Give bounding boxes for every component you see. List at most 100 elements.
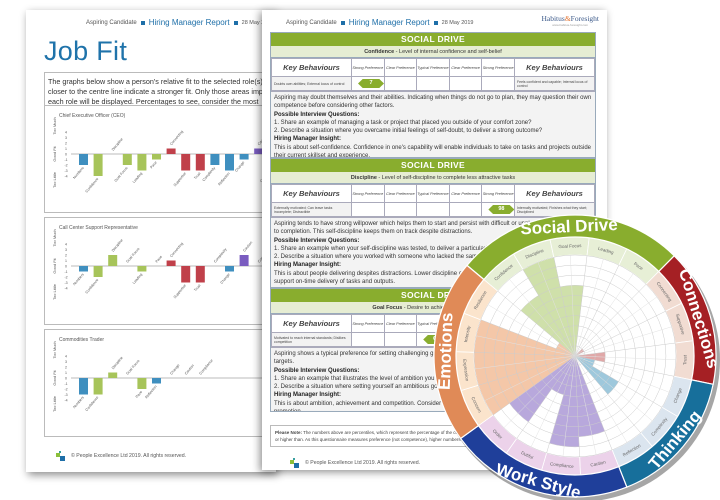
brand-name-b: Foresight	[570, 14, 599, 23]
y-axis-label: Too Little	[52, 283, 57, 300]
chart-title: Chief Executive Officer (CEO)	[59, 113, 126, 119]
trait-name: Goal Focus	[372, 305, 403, 311]
bar	[79, 378, 88, 395]
grid-spoke	[474, 352, 576, 357]
grid-spoke	[487, 304, 576, 357]
category-label: Caution	[184, 364, 195, 376]
insight-text: This is about people delivering despites…	[274, 270, 572, 286]
y-tick: -2	[64, 276, 67, 280]
interview-question: 2. Describe a situation where you worked…	[274, 254, 531, 261]
bar	[79, 266, 88, 272]
bar	[181, 154, 191, 171]
y-axis-label: Too Much	[52, 341, 57, 358]
page-title: Job Fit	[44, 36, 128, 66]
summary-text: Aspiring tends to have strong willpower …	[274, 221, 586, 236]
grid-spoke	[492, 355, 576, 416]
y-tick: 3	[65, 360, 67, 364]
y-tick: 0	[65, 377, 67, 381]
grid-spoke	[516, 355, 576, 439]
grid-ring	[534, 315, 616, 397]
facet-score-wedge	[556, 343, 575, 356]
y-tick: 1	[65, 259, 67, 263]
facet-label: Goal Focus	[558, 243, 582, 249]
grid-ring	[504, 285, 646, 427]
facet-score-wedge	[575, 356, 605, 437]
grid-spoke	[574, 273, 634, 357]
bar	[239, 255, 249, 266]
section-body: Aspiring may doubt themselves and their …	[271, 91, 595, 157]
insight-heading: Hiring Manager Insight:	[274, 262, 342, 269]
grid-spoke	[570, 255, 576, 357]
facet-label: Expression	[462, 359, 470, 382]
bar	[152, 378, 161, 384]
brand-amp: &	[564, 14, 571, 23]
bar	[166, 260, 176, 266]
grid-spoke	[574, 355, 670, 393]
y-tick: 3	[65, 248, 67, 252]
category-label: Pace	[149, 161, 157, 170]
group-label: Emotions	[435, 312, 457, 390]
grid-spoke	[574, 326, 672, 357]
grid-spoke	[574, 355, 674, 377]
section-bar: SOCIAL DRIVE	[271, 33, 595, 46]
facet-label: Leading	[598, 246, 615, 255]
grid-spoke	[574, 355, 580, 457]
grid-spoke	[574, 255, 588, 357]
grid-spoke	[574, 355, 653, 422]
grid-spoke	[574, 355, 628, 443]
high-behaviours: Feels confident and capable; Internal lo…	[514, 76, 595, 91]
bar	[152, 154, 161, 160]
separator-square-icon	[233, 20, 238, 25]
facet-label: Compliance	[550, 461, 575, 469]
category-label: Leading	[132, 273, 143, 285]
bar	[93, 378, 103, 395]
facet-label: Supportive	[675, 313, 686, 336]
grid-spoke	[478, 355, 576, 386]
trait-subtitle: Confidence - Level of internal confidenc…	[271, 46, 595, 58]
grid-spoke	[546, 355, 576, 454]
percentile-score-badge: 98	[488, 205, 515, 214]
trait-desc: - Level of internal confidence and self-…	[394, 49, 502, 55]
grid-spoke	[574, 258, 604, 357]
facet-score-wedge	[522, 257, 575, 356]
grid-ring	[473, 254, 677, 458]
company-logo-icon	[290, 458, 300, 468]
facet-score-wedge	[575, 352, 606, 363]
facet-label: Dutiful	[520, 450, 534, 460]
insight-heading: Hiring Manager Insight:	[274, 392, 342, 399]
y-axis-label: Too Little	[52, 171, 57, 188]
grid-ring	[554, 335, 596, 377]
category-label: Trust	[193, 284, 201, 293]
bar	[93, 154, 103, 176]
facet-score-wedge	[474, 319, 575, 356]
summary-text: Aspiring shows a typical preference for …	[274, 351, 575, 366]
note-label: Please Note:	[275, 430, 303, 435]
grid-ring	[544, 325, 606, 387]
interview-question: 2. Describe a situation where setting yo…	[274, 384, 467, 391]
preference-table: Key Behaviours Strong Preference Clear Pre…	[271, 184, 595, 217]
category-label: Change	[234, 161, 245, 173]
grid-spoke	[509, 279, 576, 357]
y-tick: -1	[64, 270, 67, 274]
y-axis-label: Good Fit	[52, 257, 57, 273]
grid-ring	[493, 274, 657, 438]
social-drive-section-confidence: SOCIAL DRIVE Confidence - Level of inter…	[270, 32, 596, 158]
y-tick: -1	[64, 382, 67, 386]
grid-spoke	[574, 264, 620, 357]
grid-spoke	[574, 284, 647, 357]
facet-label: Intensity	[463, 324, 471, 342]
y-tick: -4	[64, 175, 67, 179]
y-tick: 2	[65, 254, 67, 258]
low-behaviours: Motivated to reach internal standards; D…	[271, 332, 352, 347]
brand-name-a: Habitus	[541, 14, 565, 23]
y-tick: -4	[64, 399, 67, 403]
insight-heading: Hiring Manager Insight:	[274, 136, 342, 143]
page-header: Aspiring Candidate Hiring Manager Report…	[86, 18, 273, 27]
candidate-name: Aspiring Candidate	[86, 19, 137, 26]
facet-score-wedge	[549, 356, 580, 447]
copyright-text: © People Excellence Ltd 2019. All rights…	[305, 460, 421, 466]
bar	[239, 154, 249, 160]
bar	[137, 154, 147, 171]
interview-question: 2. Describe a situation where you overca…	[274, 128, 543, 135]
